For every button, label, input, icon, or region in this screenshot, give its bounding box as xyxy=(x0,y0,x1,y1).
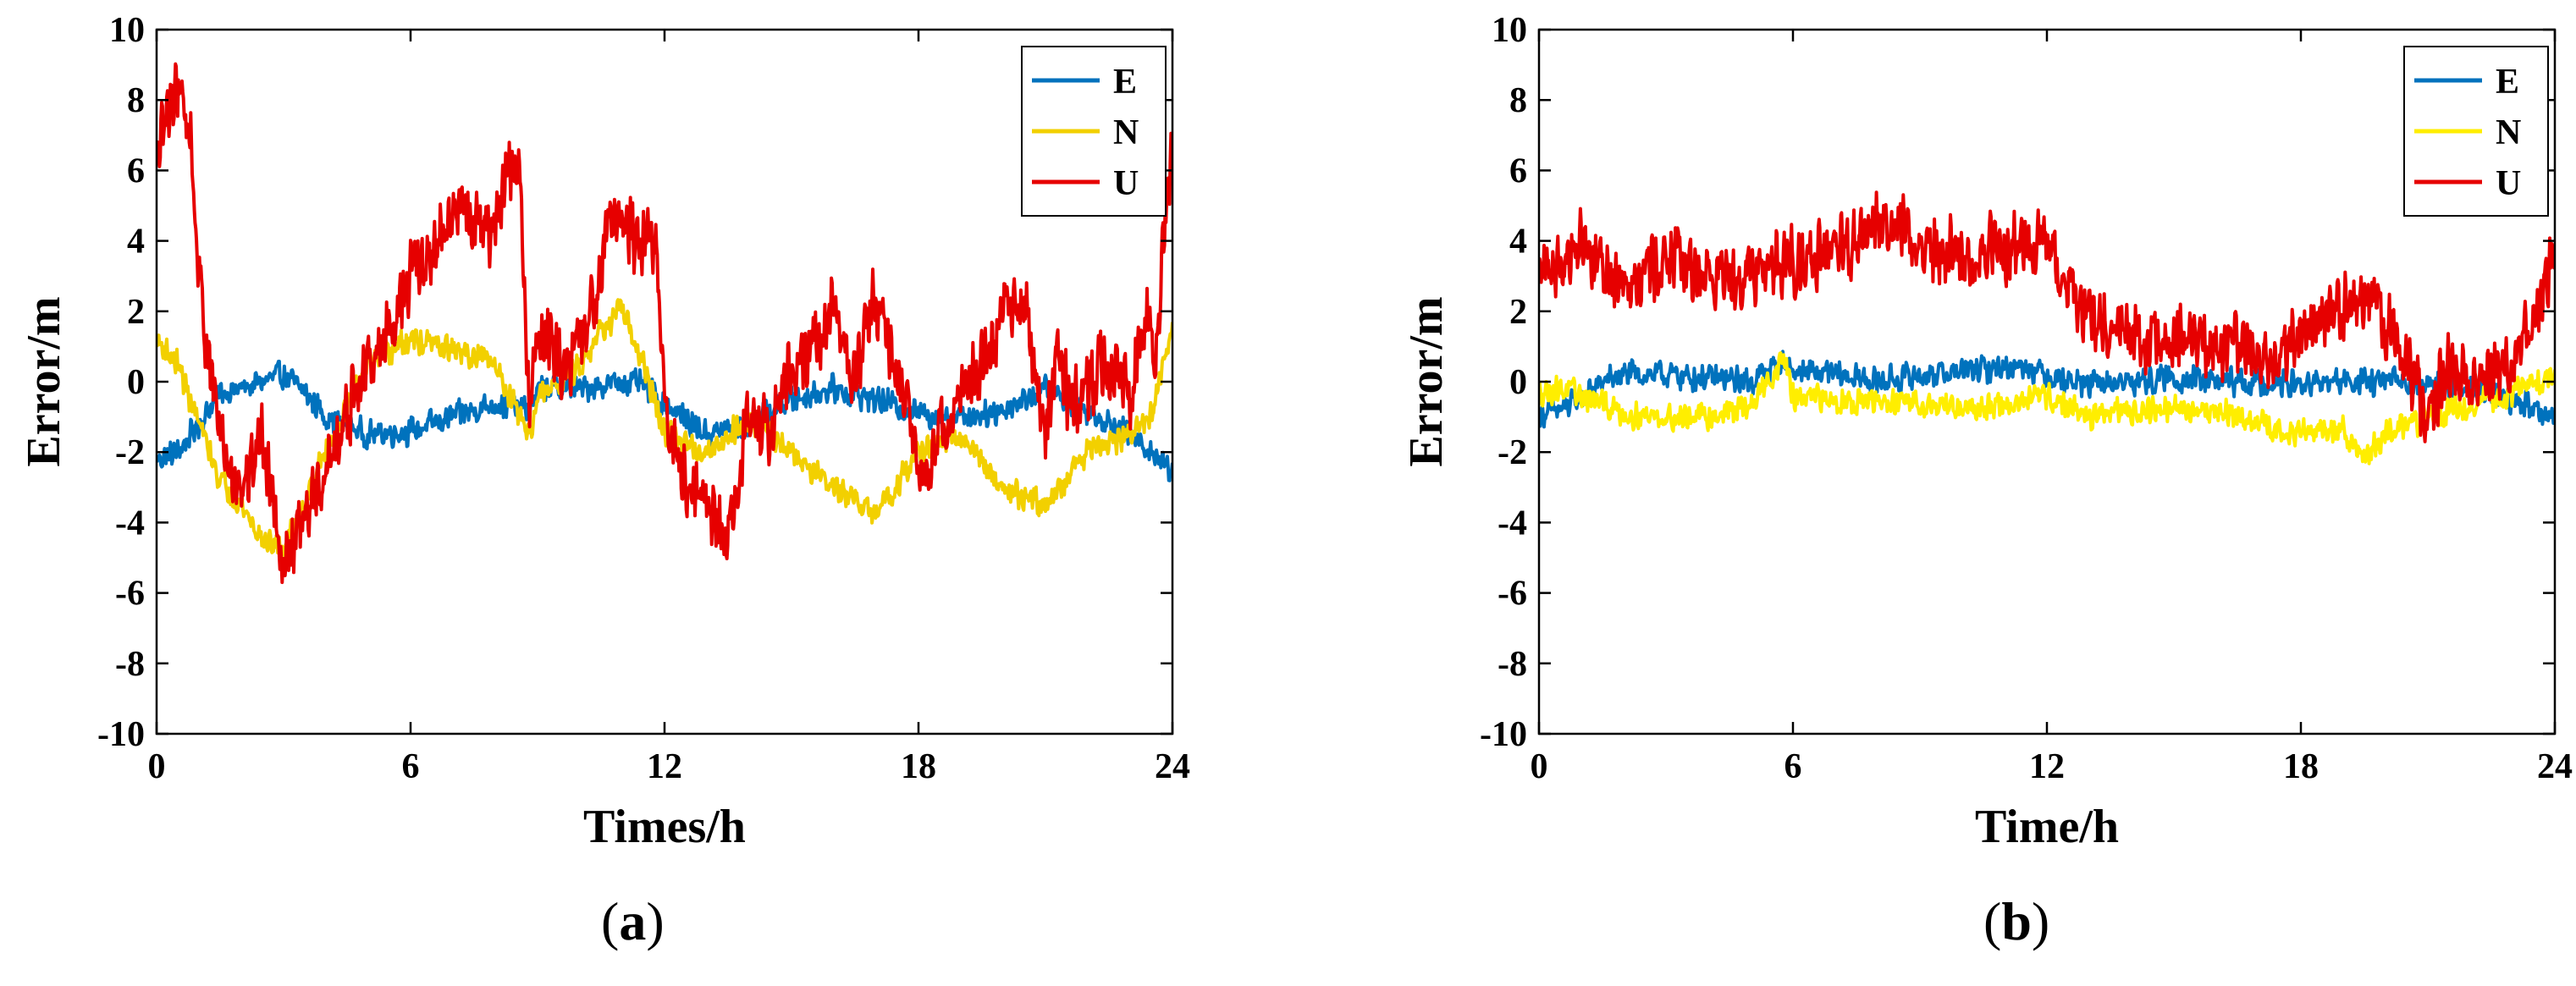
y-tick-label: -10 xyxy=(97,715,145,754)
x-tick-label: 0 xyxy=(1531,747,1548,786)
plot-area xyxy=(157,62,1172,585)
legend-label-e: E xyxy=(2496,63,2519,102)
x-tick-label: 18 xyxy=(901,747,936,786)
y-tick-label: -2 xyxy=(115,433,145,472)
x-tick-label: 0 xyxy=(148,747,166,786)
y-tick-label: -4 xyxy=(115,504,145,543)
y-tick-label: 2 xyxy=(127,293,145,332)
y-tick-label: 0 xyxy=(127,363,145,402)
x-tick-label: 6 xyxy=(1784,747,1802,786)
y-tick-label: 2 xyxy=(1509,293,1527,332)
x-tick-label: 24 xyxy=(2537,747,2573,786)
legend-label-e: E xyxy=(1113,63,1137,102)
y-tick-label: 6 xyxy=(1509,151,1527,190)
legend: ENU xyxy=(1021,46,1167,217)
panel-label-b: (b) xyxy=(1983,891,2050,951)
series-u-line xyxy=(157,62,1172,585)
y-tick-label: -6 xyxy=(1498,575,1527,614)
y-tick-label: -6 xyxy=(115,575,145,614)
series-e-line xyxy=(1539,350,2555,429)
series-n-line xyxy=(1539,351,2555,465)
y-tick-label: 4 xyxy=(1509,223,1527,262)
x-tick-label: 12 xyxy=(647,747,682,786)
y-tick-label: 0 xyxy=(1509,363,1527,402)
legend: ENU xyxy=(2403,46,2549,217)
series-e-line xyxy=(157,360,1172,482)
x-axis-label: Times/h xyxy=(583,801,746,853)
y-tick-label: -2 xyxy=(1498,433,1527,472)
series-n-line xyxy=(157,298,1172,565)
x-tick-label: 6 xyxy=(402,747,420,786)
y-tick-label: 6 xyxy=(127,151,145,190)
y-tick-label: -4 xyxy=(1498,504,1527,543)
plot-area xyxy=(1539,190,2555,465)
x-tick-label: 12 xyxy=(2029,747,2065,786)
y-tick-label: 8 xyxy=(1509,81,1527,120)
x-tick-label: 18 xyxy=(2283,747,2319,786)
y-tick-label: 4 xyxy=(127,223,145,262)
y-tick-label: -10 xyxy=(1480,715,1527,754)
legend-label-u: U xyxy=(1113,164,1139,203)
legend-label-u: U xyxy=(2496,164,2521,203)
y-tick-label: 8 xyxy=(127,81,145,120)
x-tick-label: 24 xyxy=(1155,747,1190,786)
y-axis-label: Error/m xyxy=(1400,296,1453,466)
legend-label-n: N xyxy=(1113,113,1139,152)
legend-label-n: N xyxy=(2496,113,2521,152)
y-tick-label: -8 xyxy=(115,645,145,684)
panel-label-a: (a) xyxy=(601,891,665,951)
x-axis-label: Time/h xyxy=(1975,801,2119,853)
y-tick-label: -8 xyxy=(1498,645,1527,684)
y-tick-label: 10 xyxy=(109,11,145,50)
y-axis-label: Error/m xyxy=(18,296,70,466)
series-u-line xyxy=(1539,190,2555,443)
y-tick-label: 10 xyxy=(1492,11,1527,50)
